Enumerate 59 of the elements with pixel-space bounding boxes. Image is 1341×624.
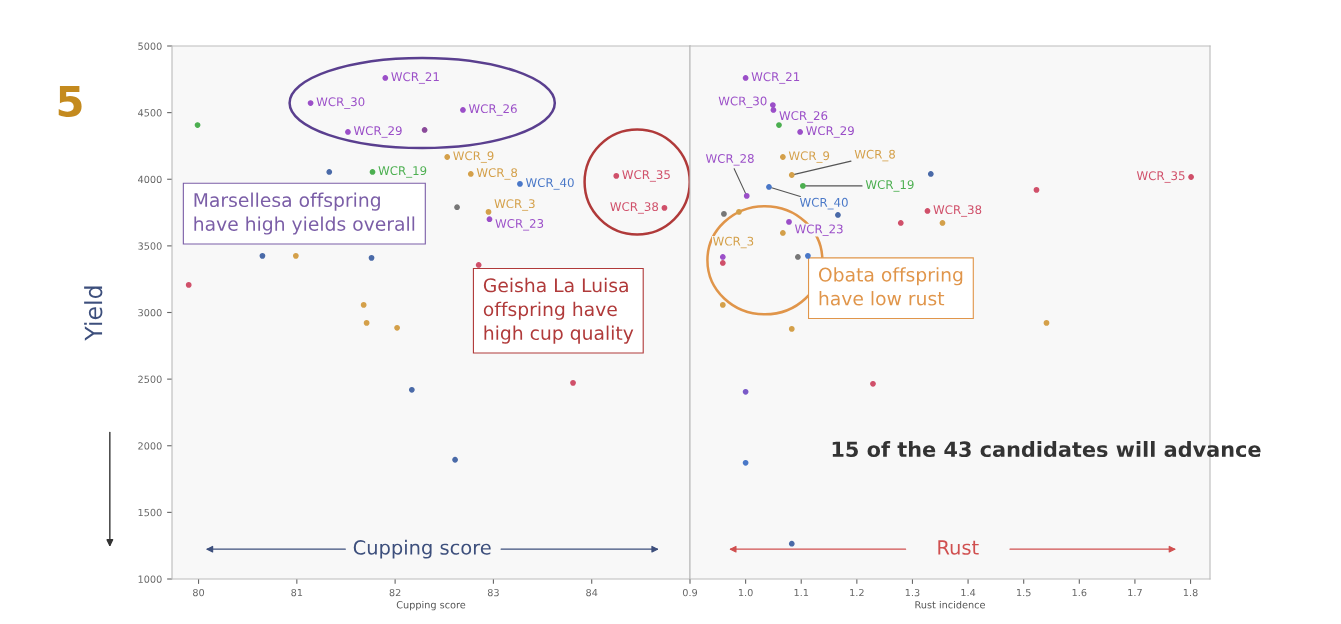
annotation: WCR_30 (316, 97, 365, 109)
text: 5 (58, 86, 82, 118)
x-tick-label: 1.6 (1072, 588, 1087, 597)
annotation: Obata offspring have low rust (818, 267, 963, 306)
annotation: WCR_9 (788, 151, 830, 163)
annotation: WCR_38 (933, 205, 982, 217)
annotation: WCR_9 (453, 151, 494, 163)
x-tick-label: 1.8 (1183, 588, 1198, 597)
x-tick-label: 1.3 (905, 588, 920, 597)
x-tick-label: 80 (193, 588, 205, 597)
x-tick-label: 1.0 (738, 588, 753, 597)
annotation: WCR_8 (854, 149, 895, 162)
x-tick-label: 1.7 (1128, 589, 1142, 597)
annotation: Marsellesa offspring have high yields overall (194, 192, 415, 235)
annotation: WCR_19 (378, 166, 427, 178)
annotation: Rust (938, 540, 979, 555)
annotation: WCR_8 (476, 168, 518, 180)
annotation: WCR_35 (622, 170, 670, 182)
annotation: WCR_38 (610, 202, 659, 214)
annotation: Cupping score (353, 539, 491, 559)
y-axis-title: Yield (84, 286, 103, 341)
annotation: WCR_26 (779, 111, 828, 123)
y-tick-label: 4000 (138, 175, 162, 184)
x-tick-label: 1.1 (794, 589, 809, 597)
y-tick-label: 5000 (138, 42, 162, 50)
annotation: Geisha La Luisa offspring have high cup quality (483, 277, 634, 344)
annotation: WCR_23 (794, 224, 843, 236)
annotation: WCR_23 (495, 219, 544, 231)
annotation: WCR_21 (391, 72, 439, 84)
x-axis-title: Cupping score (396, 600, 466, 611)
annotation: WCR_19 (865, 180, 914, 192)
annotation: WCR_29 (806, 126, 854, 138)
annotation: WCR_28 (705, 154, 754, 166)
x-tick-label: 81 (291, 588, 303, 597)
annotation: WCR_40 (799, 197, 848, 210)
x-tick-label: 84 (586, 588, 598, 597)
y-tick-label: 1500 (138, 508, 162, 517)
annotation: 15 of the 43 candidates will advance (832, 441, 1261, 458)
annotation: WCR_3 (713, 236, 754, 249)
x-tick-label: 1.5 (1017, 589, 1031, 597)
annotation: WCR_40 (525, 178, 574, 190)
annotation: WCR_30 (718, 96, 767, 109)
annotation: WCR_21 (751, 72, 800, 84)
annotation: WCR_29 (353, 126, 402, 138)
x-axis-title: Rust incidence (915, 600, 985, 609)
x-tick-label: 1.4 (961, 589, 976, 597)
y-tick-label: 1000 (138, 575, 162, 583)
y-tick-label: 2500 (138, 375, 162, 383)
y-tick-label: 3000 (138, 308, 162, 317)
x-tick-label: 83 (487, 588, 499, 597)
y-tick-label: 4500 (138, 109, 162, 117)
y-tick-label: 2000 (138, 442, 162, 450)
y-tick-label: 3500 (138, 242, 162, 250)
annotation: WCR_26 (468, 104, 517, 116)
annotation: WCR_3 (494, 199, 535, 211)
x-tick-label: 0.9 (682, 588, 698, 597)
x-tick-label: 82 (389, 588, 401, 597)
annotation: WCR_35 (1136, 171, 1185, 183)
x-tick-label: 1.2 (850, 588, 864, 597)
